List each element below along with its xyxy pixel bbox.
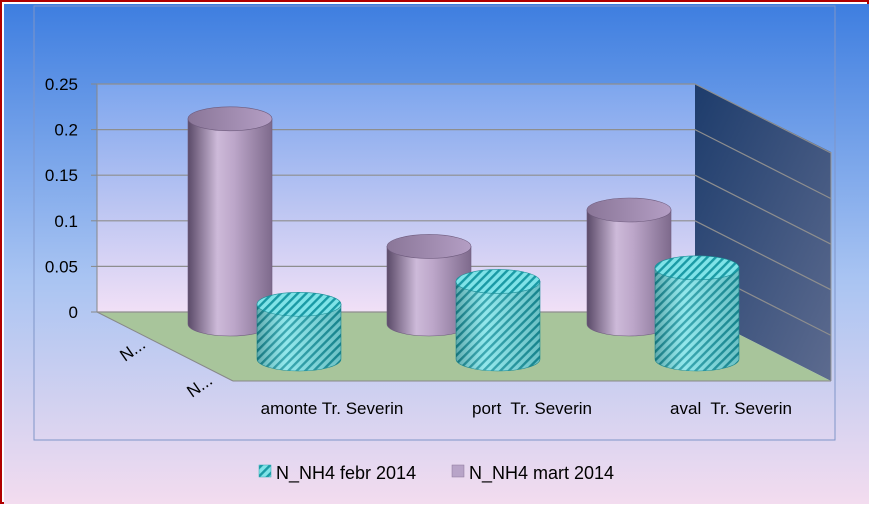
- legend-label-mart: N_NH4 mart 2014: [469, 463, 614, 484]
- bar-mart-3: [586, 197, 672, 337]
- category-label-1: amonte Tr. Severin: [261, 399, 404, 418]
- gridline-side: [694, 129, 832, 200]
- bar-febr-3: [654, 255, 740, 372]
- bar-mart-1: [187, 106, 273, 337]
- bar-febr-2: [455, 269, 541, 372]
- y-tick-label: 0.1: [54, 212, 78, 231]
- y-tick-label: 0.25: [45, 75, 78, 94]
- legend-swatch-febr: [258, 464, 272, 478]
- legend: N_NH4 febr 2014 N_NH4 mart 2014: [258, 463, 614, 484]
- gridline-side: [694, 83, 832, 154]
- y-tick-label: 0.15: [45, 166, 78, 185]
- plot-frame: [33, 5, 836, 441]
- gridline-side: [694, 174, 832, 245]
- legend-swatch-mart: [451, 464, 465, 478]
- legend-label-febr: N_NH4 febr 2014: [276, 463, 416, 484]
- category-label-3: aval Tr. Severin: [670, 399, 792, 418]
- y-tick-label: 0.05: [45, 257, 78, 276]
- y-tick-label: 0.2: [54, 121, 78, 140]
- bar-mart-2: [386, 234, 472, 337]
- category-label-2: port Tr. Severin: [472, 399, 592, 418]
- y-tick-label: 0: [69, 303, 78, 322]
- gridline-side: [694, 220, 832, 291]
- bars: [187, 106, 740, 372]
- y-axis-ticks: 0 0.05 0.1 0.15 0.2 0.25: [45, 75, 78, 322]
- bar-febr-1: [256, 291, 342, 372]
